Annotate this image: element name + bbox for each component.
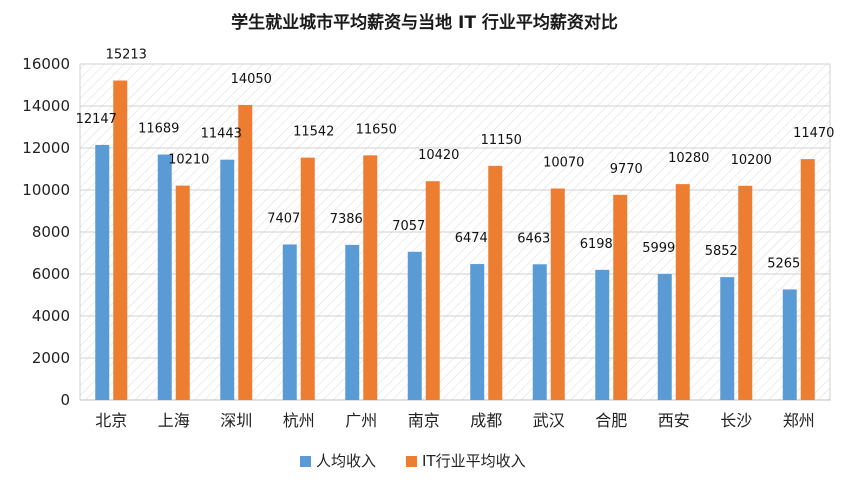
bar-it-income <box>363 155 378 400</box>
y-tick-label: 10000 <box>22 181 70 199</box>
bar-avg-income <box>220 159 235 400</box>
data-label: 7386 <box>330 212 363 227</box>
data-label: 12147 <box>76 112 117 127</box>
legend-swatch <box>300 456 311 467</box>
y-tick-label: 12000 <box>22 139 70 157</box>
data-label: 5265 <box>767 256 800 271</box>
category-label: 郑州 <box>783 411 815 430</box>
legend: 人均收入 IT行业平均收入 <box>300 452 526 470</box>
y-axis: 0 2000 4000 6000 8000 10000 12000 14000 16000 <box>22 55 70 409</box>
legend-label: 人均收入 <box>316 452 376 470</box>
bar-avg-income <box>470 264 485 400</box>
bar-it-income <box>425 181 440 400</box>
bar-avg-income <box>407 251 422 400</box>
data-label: 7407 <box>267 211 300 226</box>
data-label: 5999 <box>642 241 675 256</box>
category-label: 武汉 <box>533 411 565 430</box>
y-tick-label: 8000 <box>32 223 70 241</box>
bars <box>95 80 815 400</box>
y-tick-label: 2000 <box>32 349 70 367</box>
data-label: 11150 <box>481 133 522 148</box>
bar-avg-income <box>782 289 797 400</box>
data-label: 10070 <box>543 156 584 171</box>
data-label: 5852 <box>705 244 738 259</box>
legend-swatch <box>406 456 417 467</box>
data-label: 10280 <box>668 151 709 166</box>
bar-avg-income <box>95 144 110 400</box>
data-label: 14050 <box>231 72 272 87</box>
category-label: 长沙 <box>720 411 752 430</box>
bar-avg-income <box>595 269 610 400</box>
data-label: 11689 <box>138 122 179 137</box>
data-label: 11650 <box>356 122 397 137</box>
legend-label: IT行业平均收入 <box>422 452 526 470</box>
chart-title: 学生就业城市平均薪资与当地 IT 行业平均薪资对比 <box>231 13 618 33</box>
category-label: 成都 <box>470 411 502 430</box>
bar-avg-income <box>157 154 172 400</box>
data-label: 6198 <box>580 237 613 252</box>
data-label: 15213 <box>106 48 147 63</box>
bar-it-income <box>550 188 565 400</box>
bar-avg-income <box>282 244 297 400</box>
bar-it-income <box>675 184 690 400</box>
category-label: 杭州 <box>283 411 315 430</box>
bar-it-income <box>738 185 753 400</box>
data-label: 6463 <box>517 231 550 246</box>
y-tick-label: 0 <box>60 391 70 409</box>
bar-it-income <box>300 157 315 400</box>
bar-avg-income <box>657 274 672 400</box>
category-label: 深圳 <box>220 411 252 430</box>
data-labels: 12147 15213 11689 10210 11443 14050 7407 11542 7… <box>76 48 835 272</box>
category-label: 上海 <box>158 411 190 430</box>
x-axis: 北京 上海 深圳 杭州 广州 南京 成都 武汉 合肥 西安 长沙 郑州 <box>95 411 815 430</box>
category-label: 北京 <box>95 411 127 430</box>
y-tick-label: 14000 <box>22 97 70 115</box>
y-tick-label: 16000 <box>22 55 70 73</box>
data-label: 11470 <box>793 126 834 141</box>
bar-it-income <box>113 80 128 400</box>
data-label: 10200 <box>731 153 772 168</box>
data-label: 10210 <box>168 153 209 168</box>
category-label: 广州 <box>345 411 377 430</box>
data-label: 11542 <box>293 125 334 140</box>
bar-it-income <box>800 159 815 400</box>
y-tick-label: 6000 <box>32 265 70 283</box>
data-label: 9770 <box>610 162 643 177</box>
bar-it-income <box>613 194 628 400</box>
bar-it-income <box>488 165 503 400</box>
data-label: 7057 <box>392 219 425 234</box>
bar-avg-income <box>345 244 360 400</box>
grid-lines <box>80 63 830 401</box>
bar-it-income <box>175 185 190 400</box>
data-label: 10420 <box>418 148 459 163</box>
bar-avg-income <box>532 264 547 400</box>
data-label: 6474 <box>455 231 488 246</box>
category-label: 合肥 <box>595 411 627 430</box>
bar-avg-income <box>720 277 735 400</box>
bar-it-income <box>238 104 253 400</box>
data-label: 11443 <box>201 127 242 142</box>
y-tick-label: 4000 <box>32 307 70 325</box>
category-label: 南京 <box>408 411 440 430</box>
category-label: 西安 <box>658 411 690 430</box>
